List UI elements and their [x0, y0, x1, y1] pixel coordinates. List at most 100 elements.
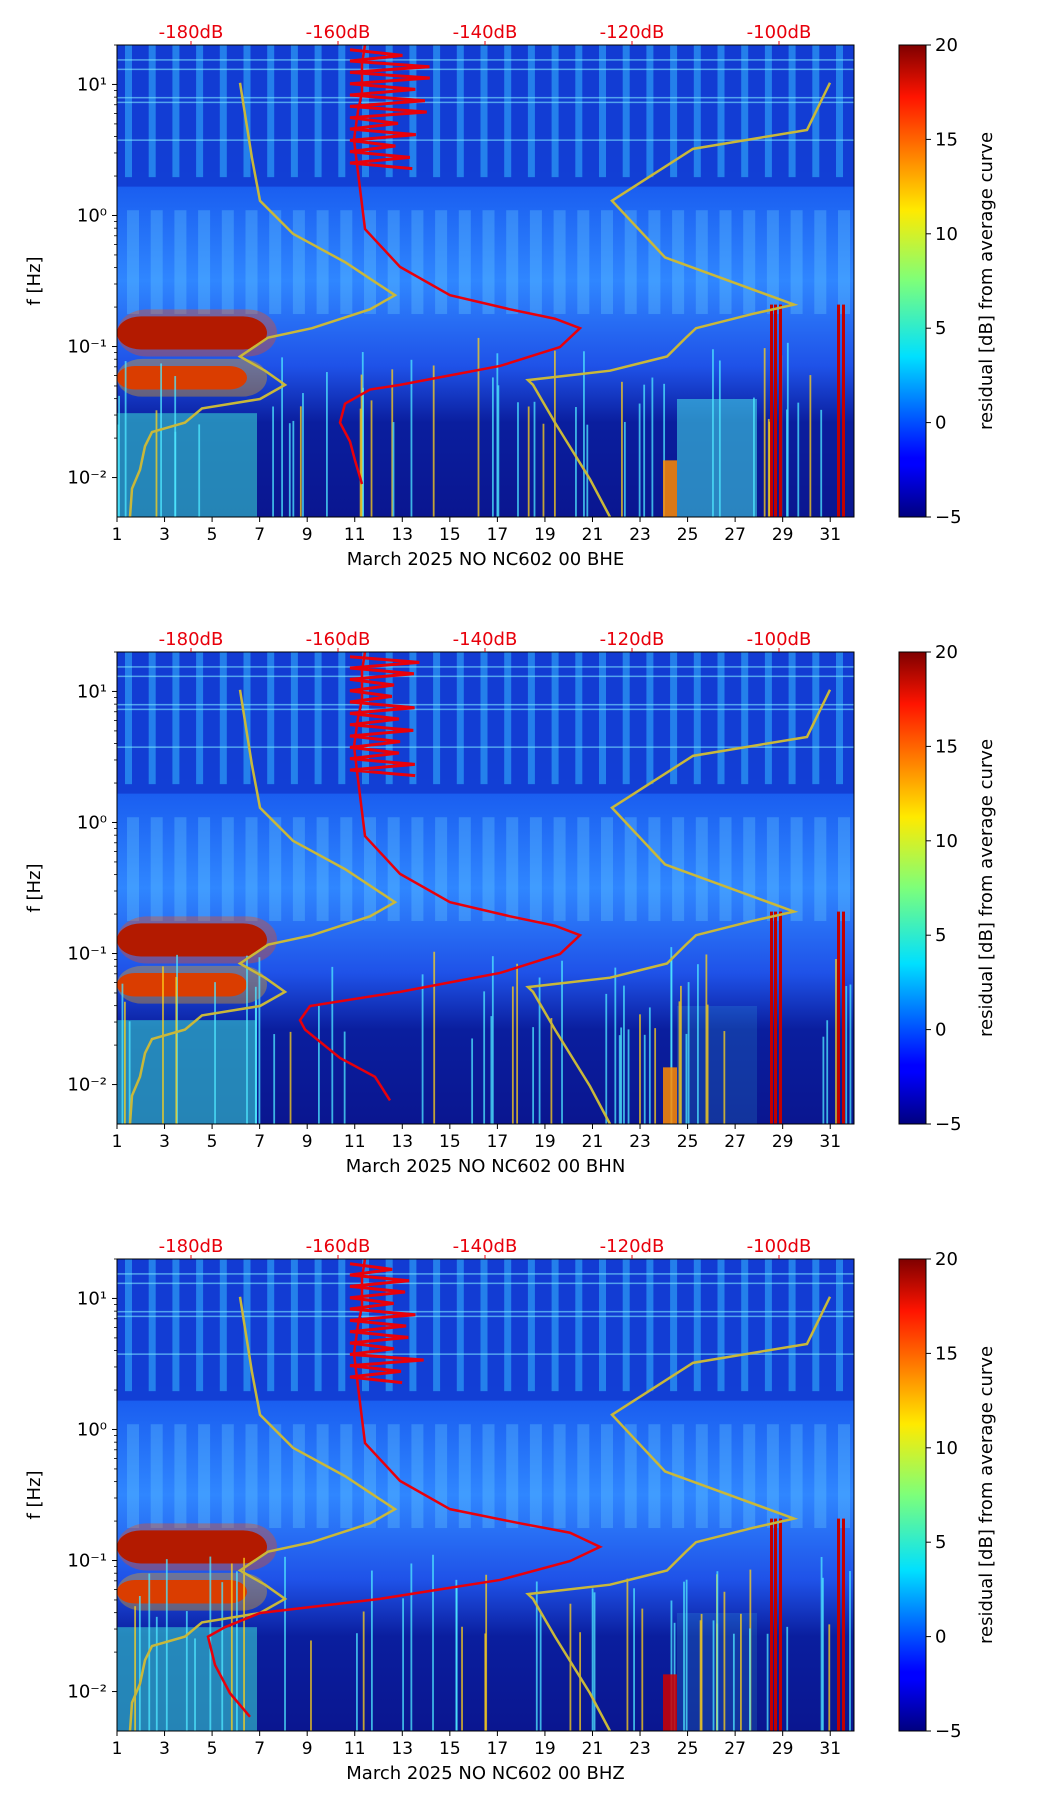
event-streak [360, 374, 363, 517]
microseism-band [316, 1424, 329, 1529]
microseism-band [316, 817, 329, 922]
event-streak [483, 991, 486, 1124]
y-axis-label: f [Hz] [24, 1470, 45, 1519]
y-tick-label: 10⁰ [77, 812, 107, 833]
daily-band [433, 1259, 441, 1392]
average-psd-line [298, 652, 583, 1102]
microseism-band [292, 1424, 305, 1529]
freq-line [117, 96, 854, 99]
event-streak [835, 959, 837, 1124]
event-streak [663, 383, 666, 517]
microseism-band [198, 1424, 211, 1529]
microseism-band [506, 817, 519, 922]
top-db-label: -120dB [600, 22, 665, 43]
daily-band [172, 652, 180, 785]
quake-streak [779, 911, 782, 1124]
daily-band [148, 45, 156, 178]
event-streak [214, 982, 216, 1124]
colorbar: −5 0 5 10 15 20 residual [dB] from average cur… [898, 35, 997, 528]
daily-band [575, 652, 583, 785]
x-tick-label: 31 [819, 525, 841, 545]
microseism-band [719, 210, 732, 315]
daily-band [456, 45, 464, 178]
daily-band [741, 1259, 749, 1392]
daily-band [196, 1259, 204, 1392]
colorbar-tick-label: 20 [935, 1249, 958, 1270]
microseism-band [766, 210, 779, 315]
top-db-label: -160dB [306, 22, 371, 43]
heatmap-area [117, 652, 854, 1124]
x-tick-label: 25 [677, 525, 699, 545]
event-streak [797, 402, 800, 517]
freq-line [117, 703, 854, 706]
colorbar-tick-label: 5 [935, 925, 946, 946]
microseism-band [601, 817, 613, 922]
microseism-band [506, 1424, 519, 1529]
x-tick-label: 13 [391, 525, 413, 545]
freq-line [117, 708, 854, 711]
microseism-band [435, 1424, 448, 1529]
event-streak [718, 360, 721, 517]
daily-band [764, 1259, 772, 1392]
event-streak [620, 1027, 623, 1124]
storm-halo-upper [117, 309, 277, 357]
colorbar-tick-label: 20 [935, 642, 958, 663]
x-tick-label: 23 [629, 1739, 651, 1759]
x-tick-label: 29 [772, 1739, 794, 1759]
event-streak [433, 951, 436, 1124]
x-tick-label: 27 [724, 1739, 746, 1759]
top-db-label: -140dB [453, 1236, 518, 1257]
y-tick-label: 10¹ [77, 681, 107, 702]
microseism-band [387, 210, 400, 315]
event-streak [123, 1001, 126, 1124]
colorbar-label: residual [dB] from average curve [976, 132, 997, 430]
daily-band [314, 652, 322, 785]
quake-blob [663, 1674, 677, 1731]
daily-band [646, 652, 654, 785]
event-streak [575, 407, 577, 517]
storm-blob-upper [117, 1530, 267, 1564]
event-streak [461, 1626, 463, 1731]
daily-band [456, 652, 464, 785]
daily-band [836, 652, 843, 785]
event-streak [174, 431, 177, 517]
freq-line [117, 139, 854, 141]
event-streak [723, 1031, 726, 1124]
daily-band [290, 652, 298, 785]
colorbar-tick-label: 5 [935, 1532, 946, 1553]
microseism-band [150, 1424, 163, 1529]
microseism-band [814, 210, 827, 315]
event-streak [185, 1611, 188, 1731]
daily-band [314, 1259, 322, 1392]
event-streak [491, 956, 494, 1124]
event-streak [255, 1000, 257, 1124]
colorbar-tick-label: −5 [935, 507, 962, 528]
microseism-band [458, 1424, 471, 1529]
daily-band [670, 45, 678, 178]
event-streak [583, 351, 585, 517]
microseism-band [127, 1424, 139, 1529]
freq-line [117, 1315, 854, 1318]
event-streak [605, 993, 608, 1124]
colorbar-label: residual [dB] from average curve [976, 1346, 997, 1644]
heatmap-area [117, 1259, 854, 1732]
quake-blob [663, 1067, 677, 1124]
microseism-band [292, 210, 305, 315]
daily-band [788, 45, 796, 178]
x-tick-label: 9 [302, 1739, 313, 1759]
y-tick-label: 10⁻¹ [67, 944, 107, 965]
x-tick-label: 11 [344, 1739, 366, 1759]
event-streak [281, 357, 283, 517]
microseism-band [411, 817, 424, 922]
event-streak [292, 420, 295, 517]
quake-streak [837, 911, 840, 1124]
event-streak [490, 1016, 493, 1124]
y-tick-label: 10⁰ [77, 205, 107, 226]
event-streak [535, 1581, 538, 1731]
event-streak [706, 1004, 709, 1124]
microseism-band [482, 817, 495, 922]
event-streak [391, 369, 394, 517]
colorbar-tick-label: 0 [935, 1020, 946, 1041]
microseism-band [458, 210, 471, 315]
